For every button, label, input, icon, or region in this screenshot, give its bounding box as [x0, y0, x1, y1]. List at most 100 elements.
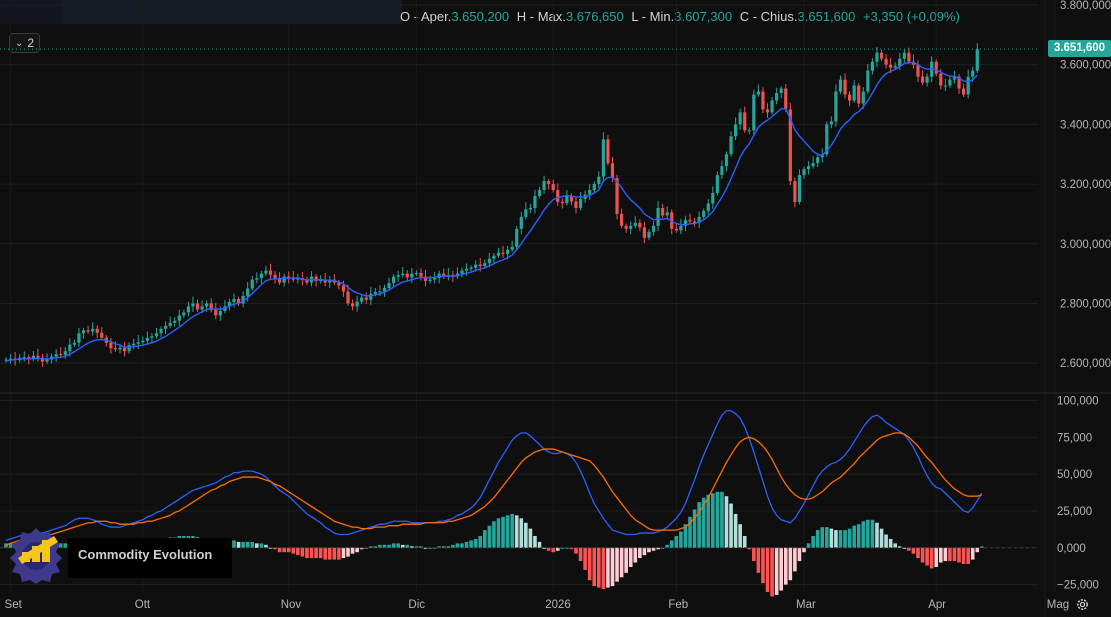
candle-body — [551, 184, 555, 191]
time-axis-label: Ott — [135, 599, 151, 611]
candle-body — [214, 310, 218, 316]
candle-body — [638, 222, 642, 228]
macd-histogram-bar — [920, 547, 925, 563]
macd-histogram-bar — [58, 543, 63, 548]
watermark-box — [68, 538, 232, 578]
candle-body — [601, 139, 605, 177]
candle-body — [122, 347, 127, 352]
macd-histogram-bar — [697, 502, 701, 548]
macd-histogram-bar — [980, 546, 984, 548]
candle-body — [852, 85, 856, 101]
time-axis-label: Nov — [281, 599, 302, 611]
candle-body — [159, 328, 163, 334]
candle-body — [236, 298, 241, 304]
macd-axis-label: 50,000 — [1057, 469, 1092, 481]
candle-body — [734, 124, 738, 137]
macd-histogram-bar — [419, 546, 423, 548]
macd-histogram-bar — [829, 528, 834, 548]
candle-body — [118, 347, 122, 350]
candle-body — [537, 190, 542, 197]
macd-histogram-bar — [469, 540, 473, 548]
macd-histogram-bar — [505, 515, 510, 548]
candle-body — [692, 221, 697, 223]
candle-body — [346, 291, 350, 304]
macd-histogram-bar — [669, 540, 674, 548]
candle-body — [246, 288, 250, 296]
candle-body — [31, 355, 35, 359]
macd-histogram-bar — [537, 541, 542, 548]
candle-body — [588, 190, 592, 195]
macd-histogram-bar — [451, 544, 455, 548]
price-axis-label: 3.800,000 — [1060, 0, 1111, 12]
macd-histogram-bar — [843, 530, 847, 548]
macd-histogram-bar — [519, 518, 524, 548]
indicators-toggle-button[interactable]: ⌄ 2 — [9, 33, 41, 53]
candle-body — [971, 70, 975, 77]
candle-body — [350, 303, 355, 307]
macd-histogram-bar — [455, 543, 460, 548]
candle-body — [793, 181, 797, 202]
macd-histogram-bar — [884, 534, 888, 548]
candle-body — [464, 268, 469, 271]
macd-histogram-bar — [943, 547, 948, 562]
candle-body — [396, 275, 400, 277]
candle-body — [483, 263, 487, 267]
macd-histogram-bar — [893, 543, 897, 548]
candle-body — [697, 216, 701, 223]
candle-body — [282, 276, 286, 283]
macd-histogram-bar — [656, 547, 660, 550]
macd-histogram-bar — [788, 547, 793, 581]
macd-histogram-bar — [551, 547, 555, 553]
candle-body — [811, 163, 815, 167]
macd-histogram-bar — [916, 547, 920, 559]
macd-histogram-bar — [761, 547, 765, 584]
candle-body — [378, 291, 382, 293]
macd-histogram-bar — [396, 543, 400, 548]
candle-body — [610, 163, 615, 179]
candle-body — [825, 124, 829, 155]
macd-histogram-bar — [975, 547, 980, 553]
macd-histogram-bar — [720, 491, 724, 548]
macd-histogram-bar — [355, 547, 359, 553]
macd-histogram-bar — [533, 536, 537, 548]
macd-histogram-bar — [733, 513, 738, 548]
candle-body — [232, 298, 236, 302]
candle-body — [834, 91, 838, 122]
candle-body — [177, 315, 181, 321]
macd-histogram-bar — [305, 547, 309, 559]
candle-body — [478, 264, 482, 267]
macd-histogram-bar — [501, 516, 505, 548]
candle-body — [775, 93, 779, 101]
candle-body — [200, 306, 204, 310]
macd-histogram-bar — [4, 543, 8, 548]
candle-body — [355, 301, 359, 307]
candle-body — [428, 279, 432, 282]
candle-body — [186, 306, 190, 313]
macd-histogram-bar — [277, 547, 282, 553]
candle-body — [647, 231, 651, 238]
moving-average-line — [5, 61, 978, 362]
macd-histogram-bar — [460, 543, 464, 548]
candle-body — [423, 276, 428, 282]
candle-body — [63, 351, 67, 355]
macd-histogram-bar — [63, 543, 68, 548]
macd-histogram-bar — [724, 496, 729, 548]
watermark-logo-icon — [10, 528, 62, 584]
macd-histogram-bar — [373, 546, 378, 548]
candle-body — [651, 225, 656, 232]
candle-body — [360, 297, 364, 302]
candle-body — [264, 270, 268, 274]
macd-histogram-bar — [8, 543, 13, 548]
candle-body — [323, 279, 327, 283]
macd-histogram-bar — [875, 522, 879, 548]
macd-histogram-bar — [934, 547, 939, 567]
macd-histogram-bar — [478, 536, 483, 548]
macd-histogram-bar — [738, 524, 742, 548]
candle-body — [756, 91, 760, 95]
macd-histogram-bar — [756, 547, 761, 573]
candle-body — [469, 267, 473, 269]
candle-body — [569, 196, 574, 202]
candle-body — [806, 166, 811, 170]
settings-gear-icon[interactable] — [1075, 597, 1090, 612]
